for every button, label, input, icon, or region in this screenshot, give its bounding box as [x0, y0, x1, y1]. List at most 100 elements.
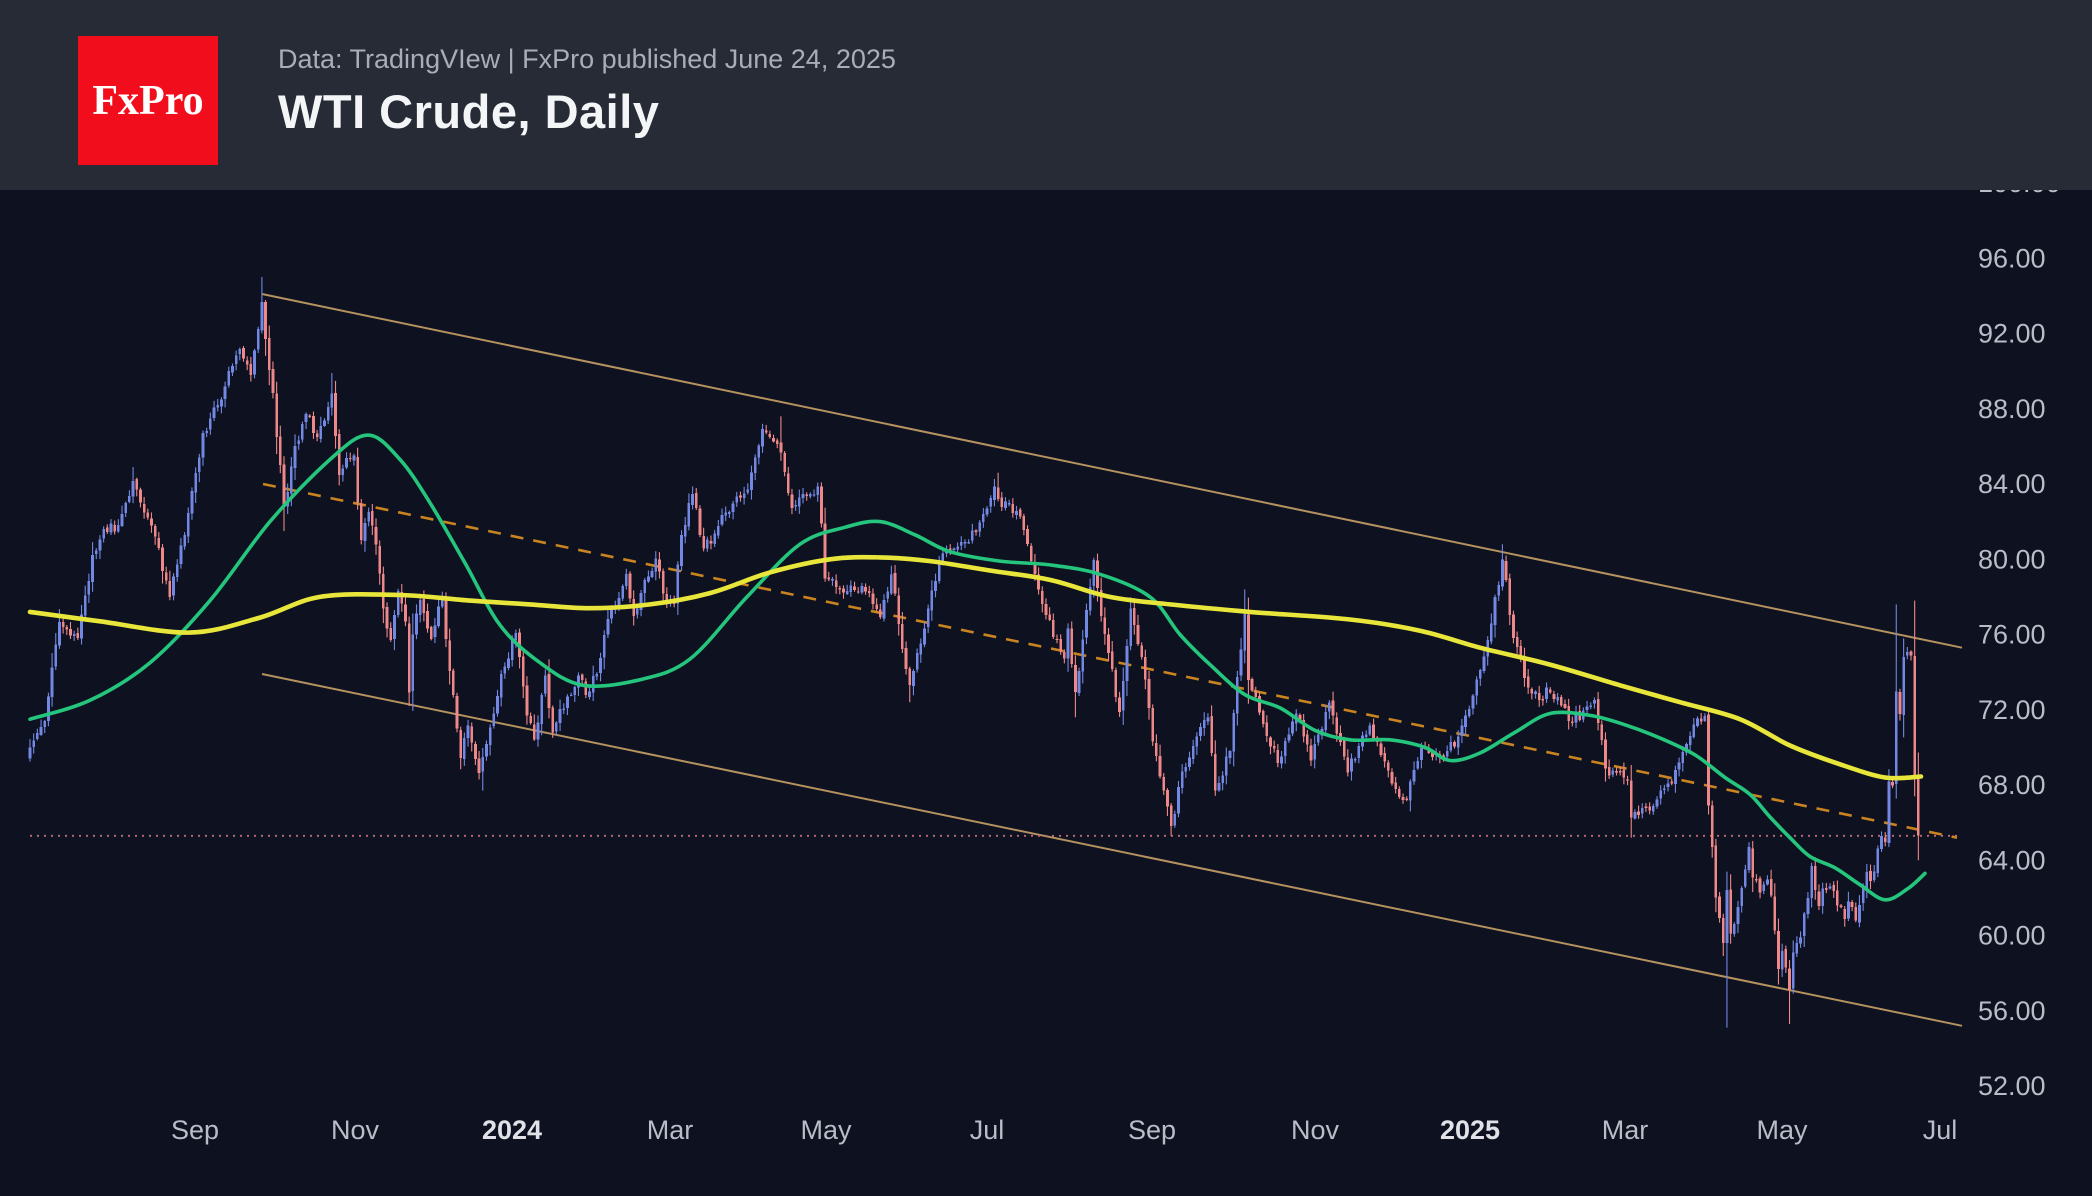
candle-body — [1876, 848, 1880, 874]
candle-body — [334, 393, 337, 436]
time-axis-month-label: Nov — [1291, 1115, 1340, 1145]
candle-body — [547, 673, 551, 709]
candle-body — [510, 640, 514, 661]
page-title: WTI Crude, Daily — [278, 85, 660, 138]
candle-body — [647, 576, 650, 582]
candle-body — [529, 716, 532, 723]
time-axis-month-label: Mar — [1602, 1115, 1649, 1145]
candle-body — [278, 436, 282, 465]
candle-body — [1909, 651, 1913, 656]
candle-body — [573, 687, 577, 696]
candle-body — [1460, 725, 1464, 737]
candle-body — [326, 407, 330, 421]
candle-body — [525, 685, 529, 716]
time-axis-month-label: May — [1756, 1115, 1808, 1145]
candle-body — [378, 545, 382, 574]
candle-body — [418, 600, 422, 616]
candle-body — [433, 625, 437, 638]
candle-body — [1155, 743, 1158, 756]
candle-body — [1563, 704, 1567, 708]
candle-body — [805, 494, 809, 496]
candle-body — [1710, 805, 1714, 848]
candle-body — [330, 393, 334, 408]
candle-body — [1905, 651, 1909, 656]
candle-body — [1530, 689, 1534, 694]
candle-body — [521, 656, 525, 687]
candle-body — [389, 627, 393, 640]
candle-body — [1011, 504, 1015, 513]
candle-body — [532, 724, 536, 740]
candle-body — [39, 727, 43, 735]
candle-body — [1467, 709, 1471, 717]
candle-body — [1663, 788, 1666, 791]
candle-body — [128, 496, 131, 503]
candle-body — [1725, 890, 1729, 944]
candle-body — [466, 725, 470, 739]
candle-body — [359, 503, 363, 541]
candle-body — [61, 622, 65, 628]
candle-body — [591, 675, 595, 693]
candle-body — [820, 486, 823, 524]
candle-body — [1633, 811, 1637, 819]
candle-body — [779, 442, 783, 453]
candle-body — [477, 758, 481, 774]
candle-body — [1858, 904, 1861, 923]
candle-body — [628, 573, 632, 599]
candle-body — [1810, 866, 1813, 898]
candle-body — [172, 576, 175, 596]
time-axis-month-label: May — [800, 1115, 852, 1145]
candle-body — [426, 611, 429, 629]
candle-body — [1118, 697, 1121, 712]
candle-body — [1880, 835, 1883, 849]
price-tick-label: 80.00 — [1978, 544, 2046, 574]
candle-body — [124, 502, 128, 513]
candle-body — [1188, 757, 1191, 768]
candle-body — [323, 420, 326, 426]
candle-body — [308, 415, 312, 418]
candle-body — [967, 542, 971, 544]
channel-lower-line — [261, 673, 1963, 1027]
candle-body — [437, 606, 440, 626]
candle-body — [901, 624, 904, 649]
candle-body — [1596, 698, 1600, 724]
candle-body — [120, 513, 124, 526]
candle-body — [963, 542, 967, 544]
candle-body — [1655, 799, 1659, 807]
candle-body — [382, 574, 385, 609]
candle-body — [1390, 771, 1394, 784]
candle-body — [1659, 790, 1663, 799]
candle-body — [1412, 769, 1416, 782]
candle-body — [1615, 770, 1618, 773]
candle-body — [275, 393, 278, 437]
candle-body — [1670, 781, 1674, 784]
candle-body — [665, 593, 669, 603]
candle-body — [1817, 891, 1821, 906]
candle-body — [1777, 930, 1780, 970]
candle-body — [411, 634, 415, 691]
candle-body — [716, 526, 720, 536]
candle-body — [98, 539, 102, 551]
candle-body — [908, 668, 912, 686]
candle-body — [1887, 781, 1891, 843]
candle-body — [786, 473, 790, 493]
candle-body — [1397, 788, 1401, 798]
candle-body — [1184, 766, 1188, 772]
candle-body — [1313, 743, 1317, 760]
candle-body — [231, 365, 234, 373]
candle-body — [783, 452, 786, 472]
candle-body — [1004, 501, 1007, 509]
candle-body — [451, 670, 455, 695]
price-axis: 100.0096.0092.0088.0084.0080.0076.0072.0… — [1978, 168, 2061, 1101]
candle-body — [602, 634, 606, 658]
candle-body — [1228, 751, 1232, 758]
channel-upper-line — [261, 293, 1963, 649]
candle-body — [470, 726, 474, 743]
candle-body — [1191, 746, 1195, 759]
candle-body — [1202, 719, 1206, 729]
candle-body — [1305, 734, 1309, 745]
candle-body — [588, 691, 591, 698]
candle-body — [1519, 645, 1523, 658]
candle-body — [1059, 639, 1063, 652]
candle-body — [304, 413, 308, 423]
